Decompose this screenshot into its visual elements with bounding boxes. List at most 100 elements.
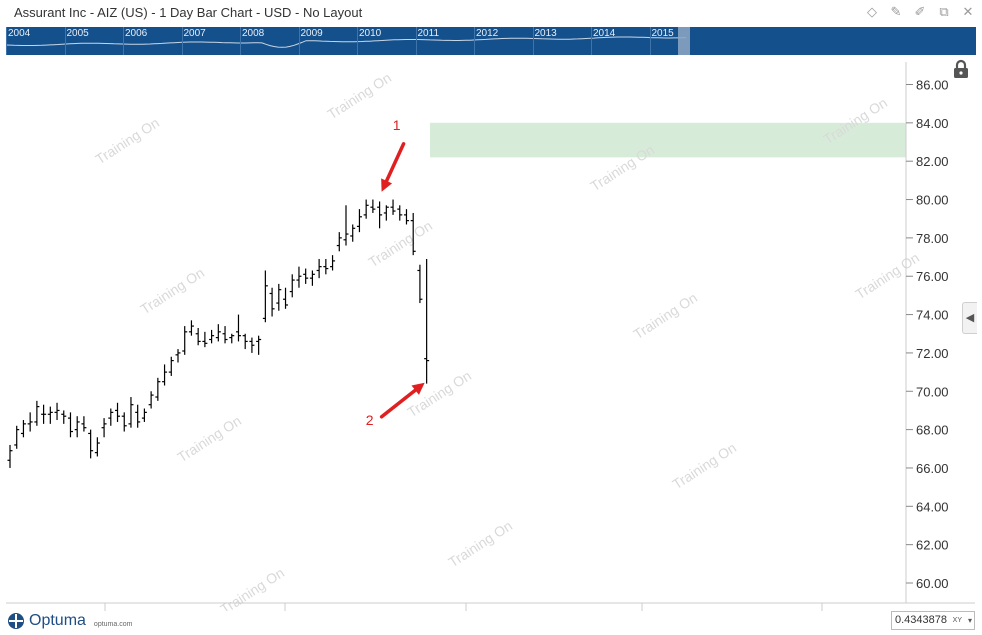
ohlc-bar[interactable] [115, 402, 121, 422]
ohlc-bar[interactable] [61, 410, 67, 424]
ohlc-bar[interactable] [182, 326, 188, 355]
ohlc-bar[interactable] [350, 224, 356, 242]
y-tick-label: 64.00 [916, 499, 949, 514]
ohlc-bar[interactable] [155, 377, 161, 401]
ohlc-bar[interactable] [67, 412, 73, 438]
overview-year-separator [64, 27, 66, 55]
pencil-icon[interactable]: ✐ [914, 4, 926, 19]
ohlc-bar[interactable] [128, 397, 134, 428]
ohlc-bar[interactable] [168, 356, 174, 376]
ohlc-bar[interactable] [235, 314, 241, 342]
ohlc-bar[interactable] [403, 209, 409, 225]
resistance-zone[interactable] [430, 122, 906, 158]
y-tick-label: 78.00 [916, 231, 949, 246]
ohlc-bar[interactable] [283, 287, 289, 309]
ohlc-bar[interactable] [383, 205, 389, 221]
overview-year-label: 2015 [651, 28, 674, 39]
ohlc-bar[interactable] [309, 270, 315, 286]
ohlc-bar[interactable] [27, 412, 33, 432]
ohlc-bar[interactable] [135, 404, 141, 428]
restore-icon[interactable]: ⧉ [939, 4, 949, 19]
overview-year-separator [649, 27, 651, 55]
ohlc-bar[interactable] [397, 205, 403, 221]
ohlc-bar[interactable] [390, 199, 396, 215]
overview-year-separator [240, 27, 241, 55]
ohlc-bar[interactable] [108, 408, 114, 426]
ohlc-bar[interactable] [276, 283, 282, 311]
ohlc-bar[interactable] [343, 205, 349, 246]
coordinate-value: 0.4343878 [895, 614, 947, 626]
ohlc-bar[interactable] [296, 266, 302, 288]
ohlc-bar[interactable] [256, 335, 262, 355]
lock-icon[interactable] [950, 58, 972, 80]
ohlc-bar[interactable] [242, 333, 248, 350]
ohlc-bar[interactable] [41, 404, 47, 424]
chevron-down-icon[interactable]: ▾ [967, 616, 972, 625]
ohlc-bar[interactable] [289, 274, 295, 298]
ohlc-bar[interactable] [356, 209, 362, 233]
ohlc-bar[interactable] [249, 337, 255, 353]
logo-url: optuma.com [93, 620, 133, 628]
ohlc-bar[interactable] [209, 329, 215, 344]
ohlc-bar[interactable] [316, 258, 322, 279]
ohlc-bar[interactable] [370, 199, 376, 213]
ohlc-bar[interactable] [410, 212, 416, 256]
ohlc-bar[interactable] [269, 287, 275, 317]
ohlc-bar[interactable] [222, 326, 228, 344]
annotation-arrow-2[interactable] [379, 382, 425, 419]
ohlc-bar[interactable] [94, 437, 100, 457]
overview-year-label: 2008 [242, 28, 265, 39]
ohlc-bar[interactable] [47, 406, 53, 424]
ohlc-bar[interactable] [424, 258, 430, 384]
ohlc-bar[interactable] [323, 258, 329, 275]
y-tick-label: 70.00 [916, 384, 949, 399]
close-icon[interactable]: ✕ [962, 4, 974, 19]
x-tick-label: Sep [543, 608, 568, 611]
ohlc-bar[interactable] [141, 408, 147, 422]
overview-year-label: 2007 [183, 28, 206, 39]
x-tick-label: Aug [364, 608, 389, 611]
ohlc-bar[interactable] [195, 327, 201, 346]
ohlc-bar[interactable] [202, 331, 208, 348]
ohlc-bar[interactable] [121, 412, 127, 432]
coordinate-readout[interactable]: 0.4343878 XY ▾ [891, 611, 975, 630]
overview-year-label: 2004 [8, 28, 31, 39]
collapse-panel-tab[interactable]: ◀ [962, 302, 977, 334]
ohlc-bar[interactable] [20, 420, 26, 438]
ohlc-bar[interactable] [188, 320, 194, 336]
ohlc-bar[interactable] [377, 201, 383, 229]
ohlc-bar[interactable] [417, 264, 423, 304]
pin-icon[interactable]: ✎ [890, 4, 902, 19]
overview-range-handle[interactable] [678, 27, 690, 55]
ohlc-bar[interactable] [336, 232, 342, 252]
ohlc-bar[interactable] [81, 416, 87, 432]
overview-year-label: 2006 [125, 28, 148, 39]
ohlc-bar[interactable] [101, 418, 107, 438]
ohlc-bar[interactable] [175, 349, 181, 363]
overview-year-separator [181, 27, 183, 55]
ohlc-bar[interactable] [148, 391, 154, 409]
overview-navigator[interactable]: 2004 2005 2006 2007 2008 2009 2010 2011 2012 2013… [6, 27, 976, 55]
annotation-arrow-1[interactable] [381, 142, 406, 192]
x-tick-label: Oct [723, 608, 745, 611]
diamond-icon[interactable]: ◇ [867, 4, 877, 19]
ohlc-bar[interactable] [88, 429, 94, 459]
overview-year-separator [415, 27, 417, 55]
coordinate-mode[interactable]: XY [952, 617, 962, 624]
ohlc-bar[interactable] [215, 324, 221, 342]
ohlc-bar[interactable] [74, 416, 80, 438]
y-tick-label: 84.00 [916, 116, 949, 131]
overview-year-separator [298, 27, 300, 55]
ohlc-bar[interactable] [14, 425, 20, 449]
ohlc-bar[interactable] [229, 333, 235, 344]
overview-year-label: 2010 [359, 28, 382, 39]
ohlc-bar[interactable] [363, 199, 369, 219]
ohlc-bar[interactable] [262, 270, 268, 323]
ohlc-bar[interactable] [162, 364, 168, 386]
ohlc-bar[interactable] [303, 268, 309, 284]
ohlc-bar[interactable] [34, 400, 40, 426]
ohlc-bar[interactable] [330, 255, 336, 271]
ohlc-bar[interactable] [7, 444, 13, 468]
ohlc-bar[interactable] [54, 402, 60, 421]
